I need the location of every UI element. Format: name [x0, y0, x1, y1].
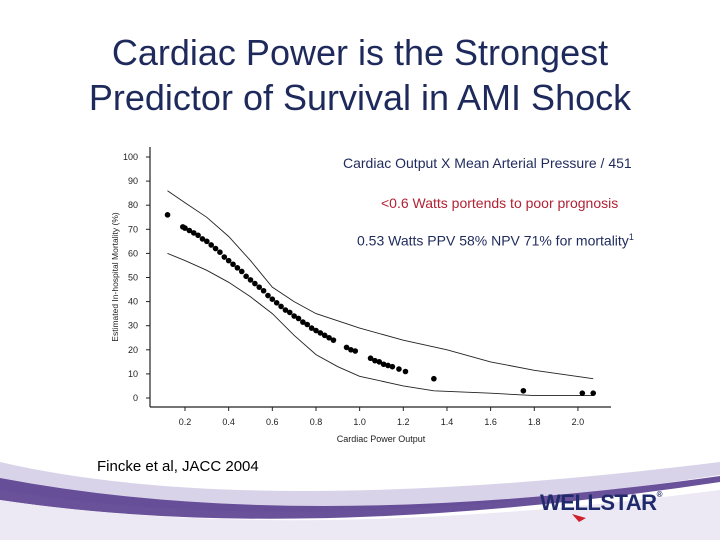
data-point [352, 348, 359, 354]
data-point [295, 315, 302, 322]
data-point [243, 273, 249, 280]
y-tick-label: 50 [128, 273, 138, 283]
data-point [164, 212, 171, 218]
data-point [304, 321, 311, 328]
data-point [300, 319, 306, 325]
data-point [256, 284, 263, 290]
data-point [372, 357, 378, 364]
x-tick-label: 0.4 [222, 417, 235, 427]
title-line-2: Predictor of Survival in AMI Shock [88, 77, 632, 118]
citation: Fincke et al, JACC 2004 [97, 458, 259, 475]
data-point [260, 287, 267, 294]
data-point [367, 355, 374, 362]
y-tick-label: 100 [123, 152, 138, 162]
data-point [182, 225, 188, 231]
data-point [520, 387, 527, 394]
data-point [376, 359, 383, 365]
data-point [190, 230, 197, 236]
x-tick-label: 1.6 [484, 417, 497, 427]
data-point [195, 232, 201, 239]
data-point [230, 261, 236, 268]
threshold-note: <0.6 Watts portends to poor prognosis [381, 195, 619, 211]
y-tick-label: 20 [128, 345, 138, 355]
y-tick-label: 60 [128, 248, 138, 258]
x-tick-label: 1.4 [441, 417, 454, 427]
data-point [269, 296, 276, 302]
logo-text: WELLSTAR [540, 490, 657, 515]
data-point [247, 277, 254, 283]
ppv-note-text: 0.53 Watts PPV 58% NPV 71% for mortality [357, 232, 629, 249]
data-point [217, 249, 223, 255]
data-point [282, 307, 289, 313]
y-tick-label: 40 [128, 297, 138, 307]
data-point [579, 390, 586, 396]
data-point [590, 390, 597, 396]
x-tick-label: 1.0 [353, 417, 366, 427]
data-point [186, 227, 193, 234]
x-tick-label: 0.2 [179, 417, 192, 427]
y-tick-label: 70 [128, 224, 138, 234]
data-point [385, 362, 391, 369]
data-point [431, 375, 437, 382]
data-point [402, 368, 409, 375]
data-point [313, 327, 319, 334]
data-point [265, 292, 271, 299]
data-point [321, 332, 328, 339]
x-tick-label: 1.8 [528, 417, 541, 427]
data-point [348, 347, 354, 353]
data-point [234, 265, 241, 271]
upper-confidence-line [167, 190, 594, 380]
data-point [291, 313, 297, 319]
x-tick-label: 0.6 [266, 417, 279, 427]
x-tick-label: 2.0 [572, 417, 585, 427]
data-point [389, 363, 396, 370]
data-point [380, 361, 387, 368]
data-point [238, 268, 245, 275]
wellstar-logo: WELLSTAR® [540, 490, 663, 516]
title-line-1: Cardiac Power is the Strongest [111, 32, 609, 73]
data-point [396, 366, 402, 372]
data-point [343, 344, 350, 351]
slide-title: Cardiac Power is the Strongest Predictor… [0, 30, 720, 120]
data-point [199, 236, 206, 242]
data-point [252, 280, 258, 287]
data-point [326, 334, 332, 341]
formula-note: Cardiac Output X Mean Arterial Pressure … [343, 155, 632, 171]
ppv-note: 0.53 Watts PPV 58% NPV 71% for mortality… [357, 232, 634, 249]
data-point [212, 245, 219, 252]
data-point [330, 337, 337, 343]
x-axis-label: Cardiac Power Output [337, 434, 426, 444]
data-point [221, 254, 228, 260]
y-tick-label: 0 [133, 393, 138, 403]
y-tick-label: 10 [128, 369, 138, 379]
data-point [225, 257, 232, 264]
data-point [308, 325, 315, 331]
data-point [286, 309, 293, 316]
data-point [273, 300, 280, 306]
y-tick-label: 80 [128, 200, 138, 210]
footnote-marker: 1 [628, 232, 634, 242]
data-point [208, 242, 214, 248]
data-point [278, 303, 284, 310]
x-tick-label: 1.2 [397, 417, 410, 427]
lower-confidence-line [167, 252, 594, 397]
data-point [204, 238, 210, 245]
y-tick-label: 90 [128, 176, 138, 186]
y-axis-label: Estimated In-hospital Mortality (%) [110, 212, 120, 342]
x-tick-label: 0.8 [310, 417, 323, 427]
registered-mark: ® [656, 490, 663, 499]
y-tick-label: 30 [128, 321, 138, 331]
data-point [317, 330, 324, 336]
